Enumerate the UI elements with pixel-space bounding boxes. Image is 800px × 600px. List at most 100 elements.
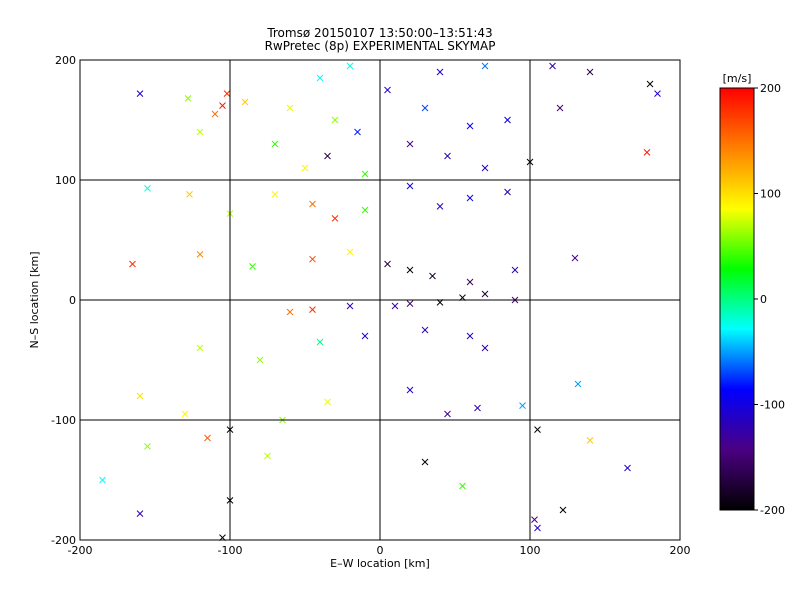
- scatter-point-cross: [346, 302, 354, 310]
- scatter-point-cross: [571, 254, 579, 262]
- scatter-point-cross: [301, 164, 309, 172]
- scatter-point-cross: [346, 248, 354, 256]
- scatter-point-cross: [534, 426, 541, 433]
- scatter-point-cross: [531, 516, 538, 523]
- scatter-point-cross: [534, 524, 541, 532]
- scatter-point-cross: [256, 356, 264, 364]
- scatter-point-cross: [429, 272, 436, 280]
- scatter-point-cross: [421, 104, 429, 112]
- colorbar: 200 100 0 -100 -200: [719, 82, 785, 517]
- colorbar-tick-label: 100: [760, 188, 781, 201]
- scatter-point-cross: [406, 266, 414, 274]
- data-points: [99, 62, 661, 541]
- y-tick-label: 0: [69, 294, 76, 307]
- scatter-point-cross: [136, 510, 144, 517]
- scatter-point-cross: [196, 344, 204, 352]
- scatter-point-cross: [556, 104, 564, 112]
- scatter-point-cross: [574, 380, 582, 388]
- y-tick-label: -200: [51, 534, 76, 547]
- scatter-point-cross: [549, 62, 556, 70]
- colorbar-tick-label: 0: [760, 293, 767, 306]
- scatter-point-cross: [204, 434, 211, 442]
- scatter-point-cross: [136, 90, 144, 97]
- scatter-point-cross: [406, 300, 414, 307]
- x-tick-label: -200: [68, 544, 93, 557]
- x-tick-label: 100: [520, 544, 541, 557]
- scatter-point-cross: [406, 386, 414, 394]
- scatter-point-cross: [466, 122, 474, 130]
- scatter-point-cross: [361, 206, 369, 214]
- scatter-point-cross: [406, 182, 414, 190]
- scatter-point-cross: [406, 140, 414, 148]
- scatter-point-cross: [309, 306, 316, 313]
- scatter-point-cross: [511, 266, 519, 274]
- scatter-point-cross: [286, 104, 294, 112]
- x-tick-label: 200: [670, 544, 691, 557]
- scatter-point-cross: [184, 95, 192, 102]
- scatter-point-cross: [654, 90, 661, 97]
- scatter-point-cross: [144, 443, 151, 450]
- scatter-point-cross: [361, 332, 369, 340]
- chart-title: Tromsø 20150107 13:50:00–13:51:43: [266, 26, 492, 40]
- y-tick-label: 200: [55, 54, 76, 67]
- chart-subtitle: RwPretec (8p) EXPERIMENTAL SKYMAP: [265, 39, 496, 53]
- scatter-point-cross: [271, 191, 279, 198]
- scatter-point-cross: [264, 452, 271, 460]
- colorbar-gradient: [719, 87, 755, 511]
- scatter-point-cross: [181, 410, 189, 418]
- scatter-point-cross: [481, 164, 489, 172]
- y-axis-label: N–S location [km]: [28, 251, 41, 348]
- scatter-point-cross: [559, 506, 567, 514]
- scatter-point-cross: [481, 344, 489, 352]
- scatter-point-cross: [196, 251, 204, 258]
- scatter-point-cross: [444, 410, 451, 418]
- scatter-point-cross: [331, 116, 339, 124]
- scatter-point-cross: [504, 116, 511, 124]
- scatter-point-cross: [474, 404, 481, 412]
- x-axis-label: E–W location [km]: [330, 557, 430, 570]
- scatter-point-cross: [286, 308, 294, 316]
- scatter-point-cross: [129, 260, 136, 268]
- colorbar-label: [m/s]: [723, 72, 752, 85]
- scatter-point-cross: [331, 215, 339, 222]
- scatter-point-cross: [241, 98, 249, 106]
- scatter-point-cross: [346, 62, 354, 70]
- scatter-point-cross: [391, 302, 399, 310]
- scatter-point-cross: [436, 203, 444, 210]
- scatter-point-cross: [466, 332, 474, 340]
- scatter-point-cross: [466, 194, 474, 202]
- grid-lines: [80, 60, 680, 540]
- scatter-point-cross: [309, 255, 316, 263]
- y-tick-label: -100: [51, 414, 76, 427]
- plot-frame: [79, 59, 681, 541]
- scatter-point-cross: [354, 128, 361, 136]
- scatter-point-cross: [309, 200, 316, 208]
- scatter-point-cross: [271, 140, 279, 148]
- colorbar-tick-label: 200: [760, 82, 781, 95]
- scatter-point-cross: [316, 74, 324, 82]
- scatter-point-cross: [384, 260, 391, 268]
- scatter-point-cross: [99, 476, 106, 484]
- axes: -200 -100 0 100 200 -200 -100 0 100 200: [51, 54, 690, 557]
- scatter-point-cross: [459, 482, 466, 490]
- scatter-point-cross: [324, 398, 331, 406]
- scatter-point-cross: [444, 152, 451, 160]
- scatter-point-cross: [316, 338, 324, 346]
- scatter-point-cross: [421, 458, 429, 466]
- colorbar-tick-label: -200: [760, 504, 785, 517]
- scatter-point-cross: [211, 110, 219, 118]
- scatter-point-cross: [361, 170, 369, 178]
- scatter-point-cross: [249, 263, 256, 270]
- scatter-point-cross: [196, 128, 204, 136]
- x-tick-label: 0: [377, 544, 384, 557]
- scatter-point-cross: [144, 185, 151, 192]
- scatter-point-cross: [519, 402, 526, 409]
- colorbar-tick-label: -100: [760, 399, 785, 412]
- y-tick-label: 100: [55, 174, 76, 187]
- scatter-point-cross: [624, 464, 631, 472]
- scatter-point-cross: [223, 90, 231, 97]
- scatter-point-cross: [421, 326, 429, 334]
- scatter-point-cross: [324, 152, 331, 160]
- scatter-point-cross: [646, 80, 654, 88]
